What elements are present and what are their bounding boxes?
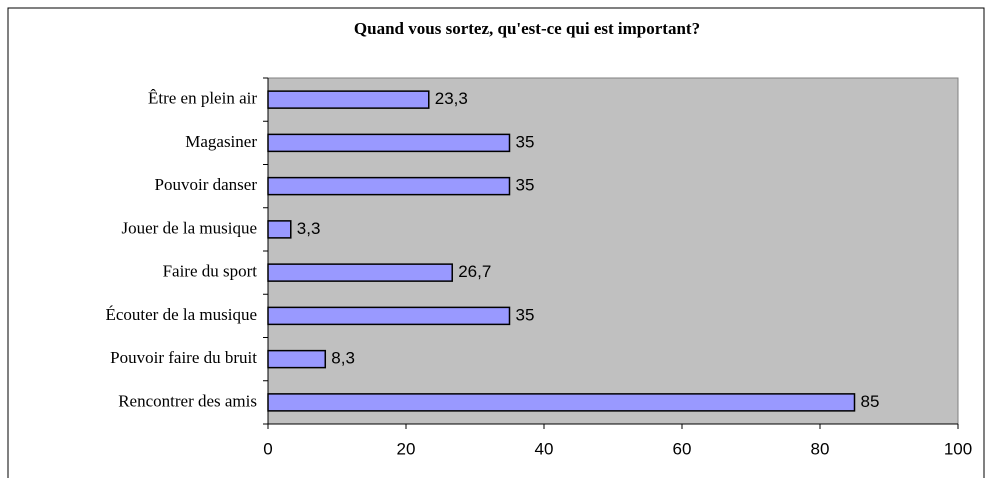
y-tick-label: Magasiner [185, 132, 257, 151]
data-label: 8,3 [331, 349, 355, 368]
bar [267, 133, 511, 153]
y-tick-label: Jouer de la musique [122, 218, 258, 237]
bar [267, 90, 430, 109]
data-label: 35 [516, 132, 535, 151]
x-tick-label: 100 [944, 439, 972, 458]
bar [267, 176, 511, 196]
data-label: 26,7 [458, 262, 491, 281]
x-tick-label: 60 [673, 439, 692, 458]
x-tick-label: 40 [535, 439, 554, 458]
data-label: 35 [516, 176, 535, 195]
bar [267, 220, 292, 239]
x-tick-label: 20 [397, 439, 416, 458]
y-tick-label: Être en plein air [148, 89, 257, 108]
data-label: 23,3 [435, 89, 468, 108]
y-tick-label: Écouter de la musique [105, 305, 257, 324]
bar [267, 349, 327, 369]
x-tick-label: 80 [811, 439, 830, 458]
bar [267, 306, 511, 326]
bar [267, 263, 453, 282]
data-label: 3,3 [297, 219, 321, 238]
bar [267, 393, 856, 412]
y-tick-label: Rencontrer des amis [118, 391, 257, 410]
data-label: 35 [516, 305, 535, 324]
y-tick-label: Pouvoir faire du bruit [110, 348, 257, 367]
x-tick-label: 0 [263, 439, 272, 458]
y-tick-label: Faire du sport [163, 262, 258, 281]
data-label: 85 [861, 392, 880, 411]
plot-area [267, 77, 959, 425]
y-tick-label: Pouvoir danser [155, 175, 258, 194]
chart-title: Quand vous sortez, qu'est-ce qui est imp… [354, 19, 700, 38]
